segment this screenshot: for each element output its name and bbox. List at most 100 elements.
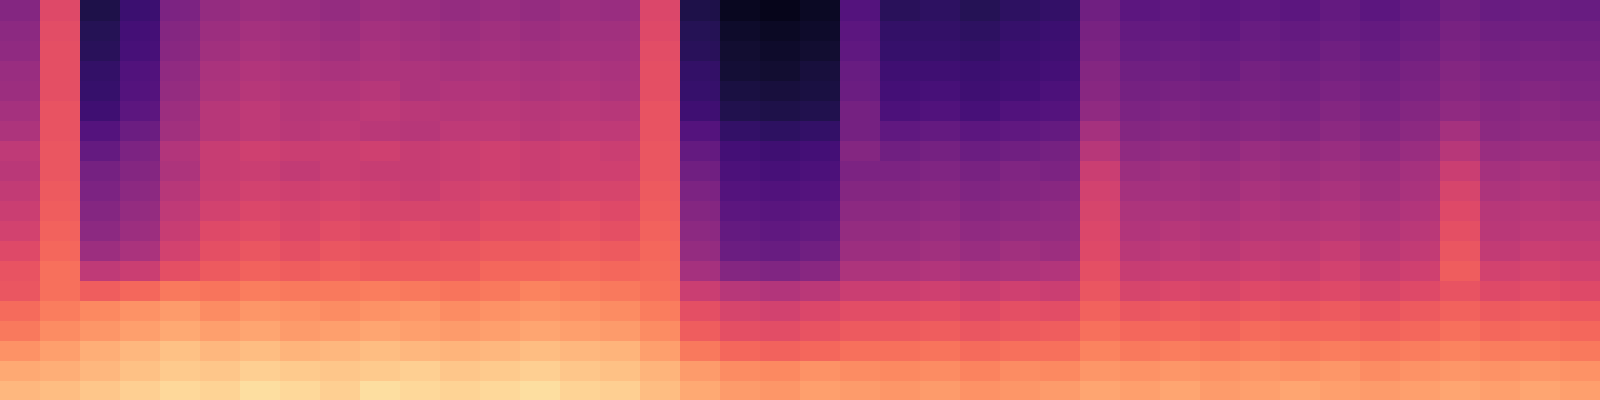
cell xyxy=(320,60,361,81)
cell xyxy=(80,340,121,361)
cell xyxy=(1560,220,1600,241)
cell xyxy=(560,260,601,281)
cell xyxy=(1040,60,1081,81)
cell xyxy=(520,160,561,181)
cell xyxy=(1360,240,1401,261)
cell xyxy=(200,200,241,221)
cell xyxy=(1400,140,1441,161)
cell xyxy=(1400,340,1441,361)
cell xyxy=(560,20,601,41)
cell xyxy=(520,20,561,41)
cell xyxy=(40,260,81,281)
cell xyxy=(600,340,641,361)
cell xyxy=(880,340,921,361)
cell xyxy=(1560,160,1600,181)
cell xyxy=(1320,220,1361,241)
cell xyxy=(1080,220,1121,241)
cell xyxy=(640,320,681,341)
cell xyxy=(440,0,481,21)
cell xyxy=(1440,40,1481,61)
cell xyxy=(920,300,961,321)
cell xyxy=(360,380,401,400)
cell xyxy=(520,340,561,361)
cell xyxy=(760,120,801,141)
cell xyxy=(0,140,41,161)
cell xyxy=(1280,260,1321,281)
cell xyxy=(480,160,521,181)
cell xyxy=(1400,20,1441,41)
cell xyxy=(200,140,241,161)
cell xyxy=(1320,160,1361,181)
cell xyxy=(40,180,81,201)
cell xyxy=(1120,220,1161,241)
cell xyxy=(120,300,161,321)
cell xyxy=(1280,100,1321,121)
cell xyxy=(1560,340,1600,361)
cell xyxy=(920,260,961,281)
cell xyxy=(1320,140,1361,161)
cell xyxy=(960,360,1001,381)
cell xyxy=(560,300,601,321)
cell xyxy=(1120,200,1161,221)
cell xyxy=(600,120,641,141)
cell xyxy=(840,160,881,181)
cell xyxy=(800,300,841,321)
cell xyxy=(440,160,481,181)
cell xyxy=(1120,340,1161,361)
cell xyxy=(720,380,761,400)
cell xyxy=(80,380,121,400)
cell xyxy=(40,20,81,41)
cell xyxy=(800,120,841,141)
cell xyxy=(400,140,441,161)
cell xyxy=(0,260,41,281)
cell xyxy=(1320,320,1361,341)
cell xyxy=(360,20,401,41)
cell xyxy=(360,240,401,261)
cell xyxy=(1160,260,1201,281)
cell xyxy=(1120,60,1161,81)
cell xyxy=(880,300,921,321)
cell xyxy=(400,120,441,141)
cell xyxy=(1560,120,1600,141)
cell xyxy=(1520,340,1561,361)
cell xyxy=(1120,280,1161,301)
cell xyxy=(120,240,161,261)
cell xyxy=(1400,80,1441,101)
cell xyxy=(960,60,1001,81)
cell xyxy=(600,300,641,321)
cell xyxy=(760,200,801,221)
cell xyxy=(40,160,81,181)
cell xyxy=(960,20,1001,41)
cell xyxy=(680,360,721,381)
cell xyxy=(80,220,121,241)
cell xyxy=(680,140,721,161)
cell xyxy=(120,340,161,361)
cell xyxy=(800,320,841,341)
cell xyxy=(280,360,321,381)
cell xyxy=(920,160,961,181)
cell xyxy=(720,220,761,241)
cell xyxy=(1240,100,1281,121)
cell xyxy=(1520,20,1561,41)
cell xyxy=(240,120,281,141)
cell xyxy=(440,40,481,61)
cell xyxy=(640,200,681,221)
cell xyxy=(800,40,841,61)
cell xyxy=(1280,340,1321,361)
cell xyxy=(1520,300,1561,321)
cell xyxy=(560,240,601,261)
cell xyxy=(600,80,641,101)
cell xyxy=(600,100,641,121)
cell xyxy=(960,220,1001,241)
cell xyxy=(680,60,721,81)
cell xyxy=(1320,300,1361,321)
cell xyxy=(1320,260,1361,281)
cell xyxy=(40,100,81,121)
cell xyxy=(1320,280,1361,301)
cell xyxy=(1040,380,1081,400)
cell xyxy=(240,320,281,341)
cell xyxy=(640,20,681,41)
cell xyxy=(40,220,81,241)
cell xyxy=(760,220,801,241)
cell xyxy=(1560,300,1600,321)
